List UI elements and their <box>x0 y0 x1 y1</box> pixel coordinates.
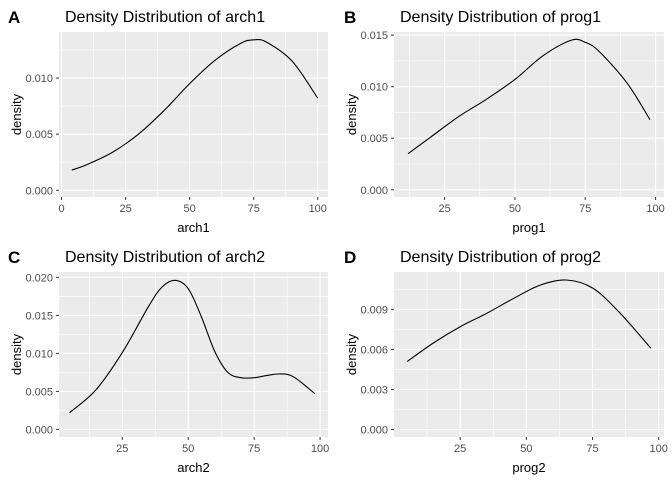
y-tick-label: 0.000 <box>360 185 388 197</box>
density-line <box>407 38 651 155</box>
x-tick-label: 75 <box>248 203 260 215</box>
panel-a: 0 25 50 75 100 0.000 0.005 0.010 A Density Distri… <box>8 8 328 235</box>
panel-tag: B <box>344 8 356 27</box>
y-tick-label: 0.020 <box>25 272 53 284</box>
x-tick-label: 75 <box>248 443 260 455</box>
plot-background <box>59 272 328 437</box>
plot-background <box>394 272 664 437</box>
chart-title: Density Distribution of prog1 <box>400 9 601 26</box>
x-axis-title: arch1 <box>177 220 210 235</box>
y-tick-label: 0.005 <box>25 386 53 398</box>
x-axis-title: prog2 <box>512 460 545 475</box>
panel-c: 25 50 75 100 0.000 0.005 0.010 0.015 0.020 C Densi… <box>8 248 329 475</box>
x-tick-label: 75 <box>586 443 598 455</box>
x-tick-label: 75 <box>579 203 591 215</box>
x-tick-label: 50 <box>182 443 194 455</box>
panel-tag: C <box>8 248 20 267</box>
x-tick-label: 100 <box>309 203 327 215</box>
y-tick-label: 0.015 <box>360 30 388 42</box>
x-tick-label: 100 <box>646 203 664 215</box>
y-tick-label: 0.010 <box>360 82 388 94</box>
y-tick-label: 0.003 <box>360 384 388 396</box>
x-tick-label: 25 <box>439 203 451 215</box>
plot-background <box>394 32 664 197</box>
panel-tag: A <box>8 8 20 27</box>
x-tick-label: 50 <box>184 203 196 215</box>
y-tick-label: 0.000 <box>360 425 388 437</box>
panel-b: 25 50 75 100 0.000 0.005 0.010 0.015 B Density Di… <box>344 8 665 235</box>
x-tick-label: 0 <box>58 203 64 215</box>
x-tick-label: 100 <box>650 443 668 455</box>
x-tick-label: 100 <box>311 443 329 455</box>
y-tick-label: 0.006 <box>360 344 388 356</box>
y-axis-title: density <box>344 333 359 375</box>
chart-title: Density Distribution of prog2 <box>400 249 601 266</box>
density-line <box>71 38 319 171</box>
y-tick-label: 0.010 <box>25 73 53 85</box>
x-axis-title: arch2 <box>177 460 210 475</box>
density-line <box>69 279 316 414</box>
panel-tag: D <box>344 248 356 267</box>
chart-title: Density Distribution of arch1 <box>65 9 265 26</box>
panel-d: 25 50 75 100 0.000 0.003 0.006 0.009 D Density Di… <box>344 248 668 475</box>
chart-title: Density Distribution of arch2 <box>65 249 265 266</box>
y-tick-label: 0.005 <box>25 129 53 141</box>
y-tick-label: 0.000 <box>25 185 53 197</box>
y-axis-title: density <box>9 93 24 135</box>
y-tick-label: 0.005 <box>360 133 388 145</box>
x-tick-label: 50 <box>520 443 532 455</box>
x-axis-title: prog1 <box>512 220 545 235</box>
density-line <box>406 279 652 362</box>
y-tick-label: 0.009 <box>360 304 388 316</box>
x-tick-label: 25 <box>116 443 128 455</box>
y-tick-label: 0.000 <box>25 424 53 436</box>
x-tick-label: 25 <box>454 443 466 455</box>
y-tick-label: 0.010 <box>25 348 53 360</box>
plot-background <box>59 32 328 197</box>
x-tick-label: 50 <box>509 203 521 215</box>
y-tick-label: 0.015 <box>25 310 53 322</box>
y-axis-title: density <box>9 333 24 375</box>
x-tick-label: 25 <box>119 203 131 215</box>
y-axis-title: density <box>344 93 359 135</box>
